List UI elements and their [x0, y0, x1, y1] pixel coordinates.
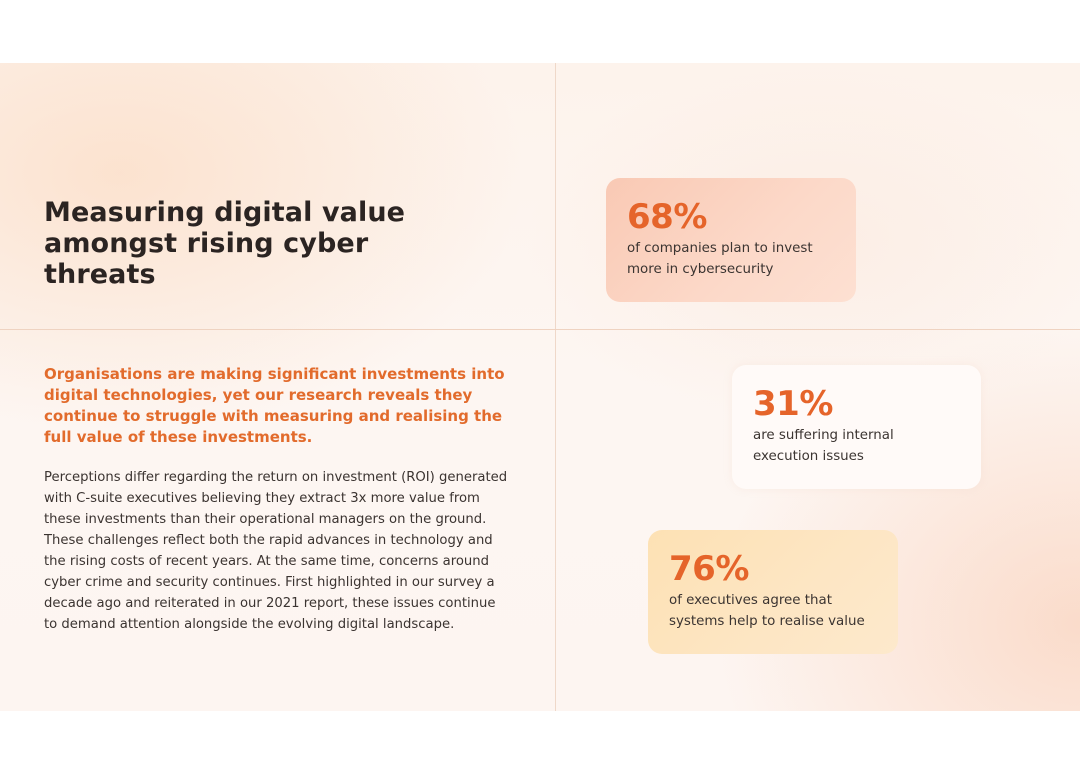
lead-paragraph: Organisations are making significant inv…	[44, 365, 505, 446]
content-panel: Measuring digital value amongst rising c…	[0, 63, 1080, 711]
body-paragraph: Perceptions differ regarding the return …	[44, 470, 508, 632]
page-title: Measuring digital value amongst rising c…	[44, 197, 406, 290]
stat-value: 31%	[753, 384, 833, 424]
stat-value: 68%	[627, 197, 707, 237]
stat-description: of executives agree that systems help to…	[669, 593, 865, 629]
vertical-divider	[555, 63, 556, 711]
stat-value: 76%	[669, 549, 749, 589]
horizontal-divider	[0, 329, 1080, 330]
stat-card-execution-issues: 31% are suffering internal execution iss…	[732, 365, 981, 489]
stat-description: are suffering internal execution issues	[753, 428, 894, 464]
stat-card-executives-agree: 76% of executives agree that systems hel…	[648, 530, 898, 654]
stat-card-companies-invest: 68% of companies plan to invest more in …	[606, 178, 856, 302]
stat-description: of companies plan to invest more in cybe…	[627, 241, 813, 277]
